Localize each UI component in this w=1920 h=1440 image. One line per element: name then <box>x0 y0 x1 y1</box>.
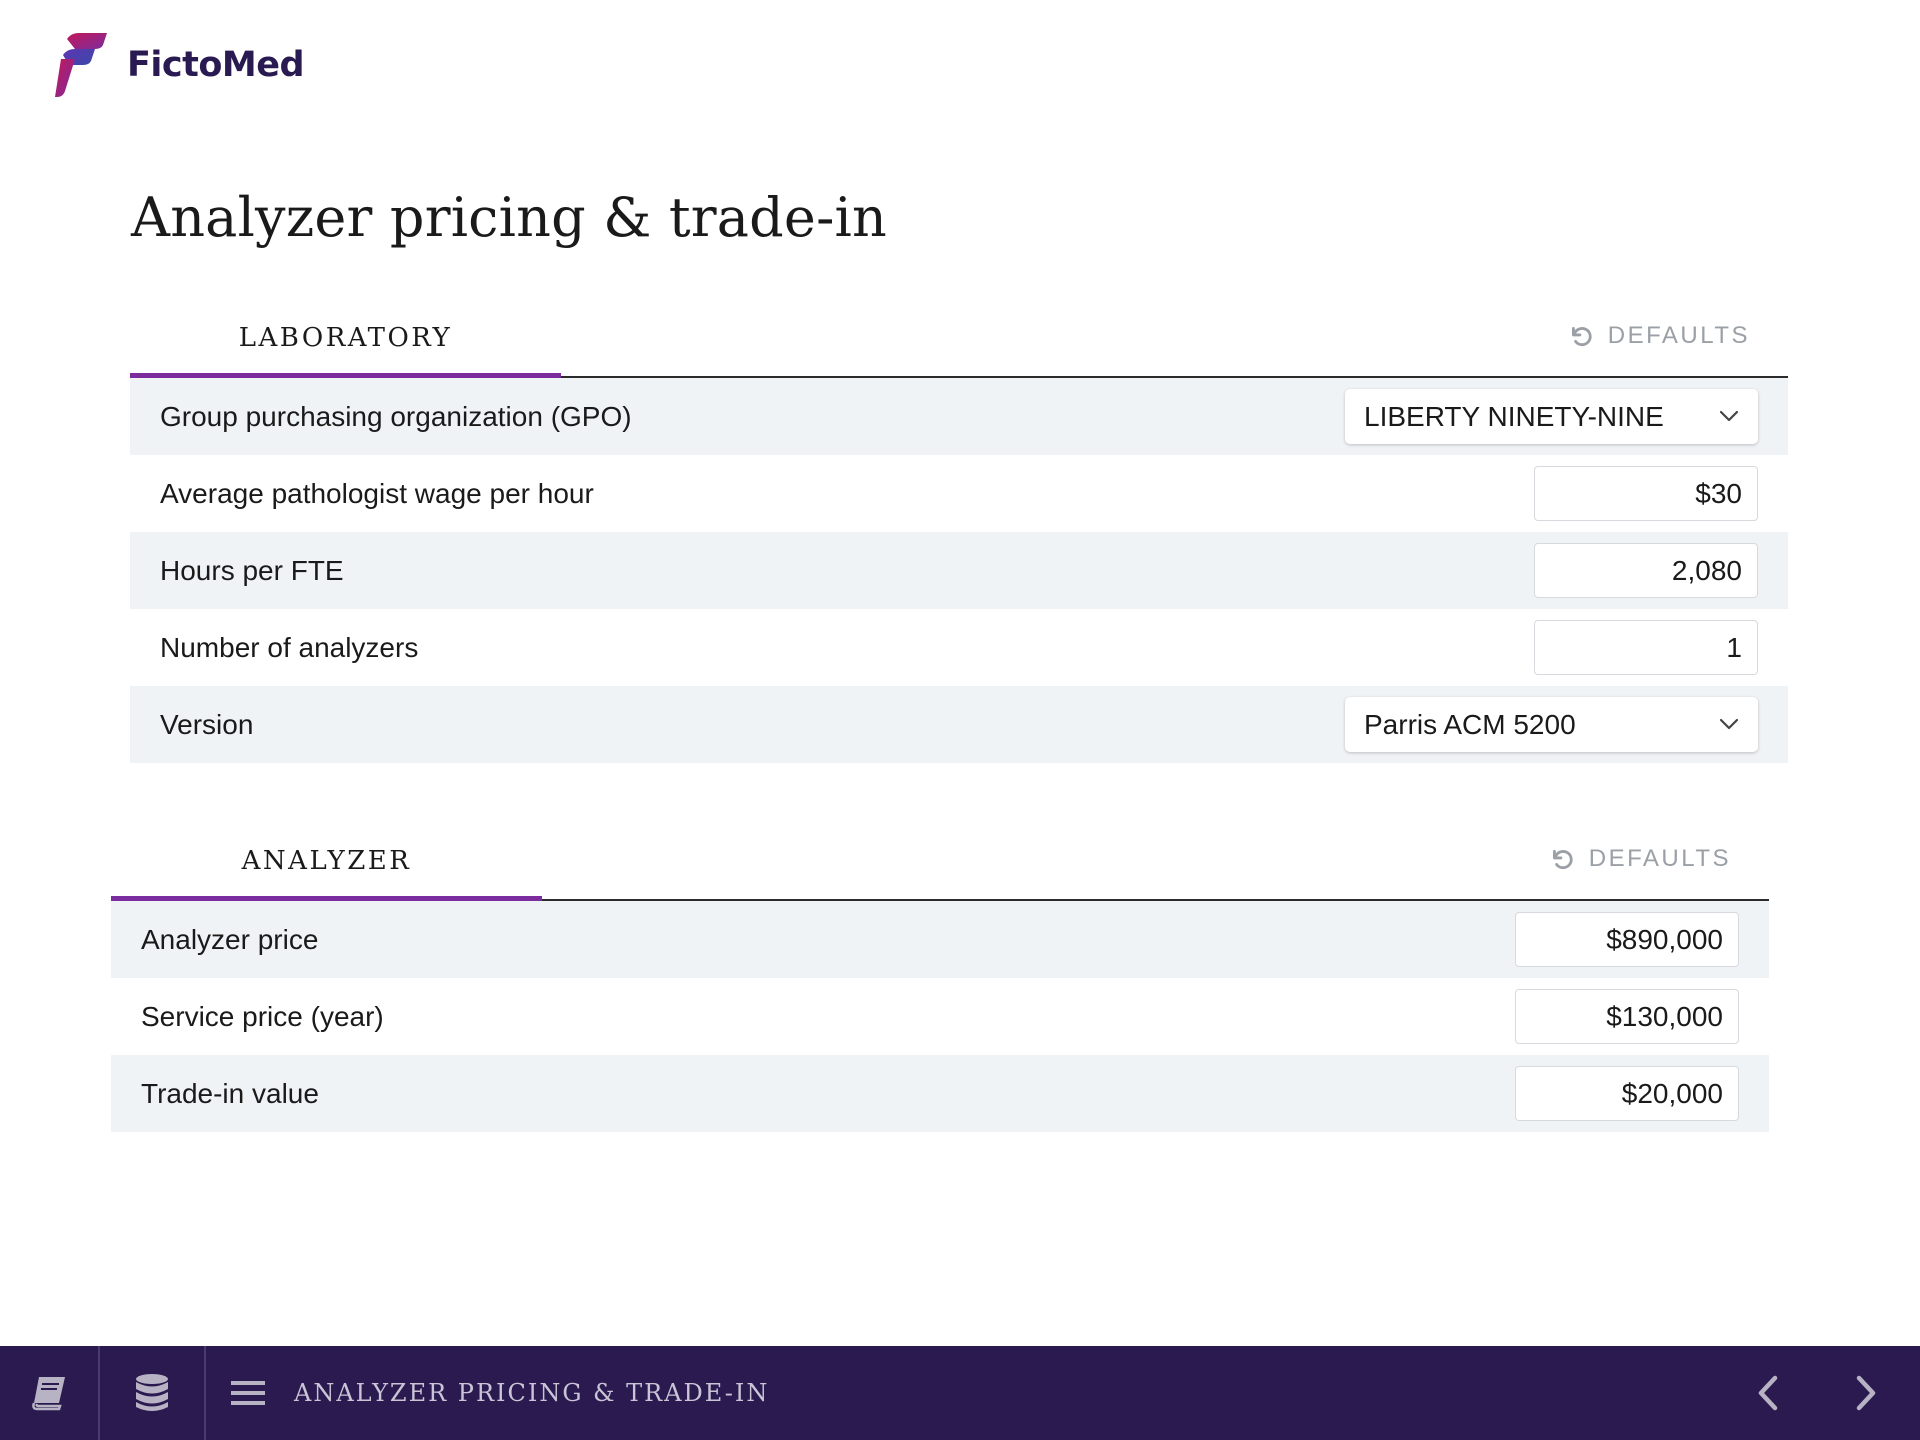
laboratory-defaults-button[interactable]: DEFAULTS <box>1568 322 1750 350</box>
version-select[interactable]: Parris ACM 5200 <box>1345 697 1758 752</box>
tab-active-underline <box>111 896 542 903</box>
analyzers-input[interactable] <box>1534 620 1758 675</box>
database-icon <box>136 1374 168 1411</box>
tab-laboratory[interactable]: LABORATORY <box>130 310 561 380</box>
row-analyzer-price: Analyzer price <box>111 901 1769 978</box>
version-select-value: Parris ACM 5200 <box>1364 708 1576 740</box>
service-price-input[interactable] <box>1515 989 1739 1044</box>
analyzer-price-label: Analyzer price <box>141 923 319 955</box>
brand-name: FictoMed <box>127 45 305 85</box>
gpo-select[interactable]: LIBERTY NINETY-NINE <box>1345 389 1758 444</box>
chevron-right-icon <box>1856 1375 1876 1411</box>
wage-input[interactable] <box>1534 466 1758 521</box>
version-label: Version <box>160 708 254 740</box>
next-page-button[interactable] <box>1836 1346 1896 1440</box>
trade-in-label: Trade-in value <box>141 1077 319 1109</box>
analyzer-price-input[interactable] <box>1515 912 1739 967</box>
menu-icon <box>231 1381 265 1405</box>
book-icon <box>32 1377 65 1411</box>
tab-active-underline <box>130 373 561 380</box>
defaults-label: DEFAULTS <box>1607 322 1750 349</box>
row-wage: Average pathologist wage per hour <box>130 455 1788 532</box>
database-button[interactable] <box>100 1346 206 1440</box>
analyzer-defaults-button[interactable]: DEFAULTS <box>1549 845 1731 873</box>
bottom-bar: ANALYZER PRICING & TRADE-IN <box>0 1346 1920 1440</box>
chevron-left-icon <box>1758 1375 1778 1411</box>
row-service-price: Service price (year) <box>111 978 1769 1055</box>
tab-analyzer[interactable]: ANALYZER <box>111 833 542 903</box>
analyzers-label: Number of analyzers <box>160 631 419 663</box>
trade-in-input[interactable] <box>1515 1066 1739 1121</box>
tab-laboratory-label: LABORATORY <box>238 323 453 353</box>
hours-input[interactable] <box>1534 543 1758 598</box>
reset-icon <box>1552 850 1573 870</box>
row-gpo: Group purchasing organization (GPO) LIBE… <box>130 378 1788 455</box>
reset-icon <box>1571 327 1592 347</box>
wage-label: Average pathologist wage per hour <box>160 477 594 509</box>
analyzer-section: ANALYZER DEFAULTS Analyzer price Service… <box>111 833 1769 1132</box>
analyzer-section-header: ANALYZER DEFAULTS <box>111 833 1769 903</box>
fictomed-logo-mark <box>55 33 107 97</box>
chevron-down-icon <box>1719 410 1739 422</box>
row-analyzers: Number of analyzers <box>130 609 1788 686</box>
defaults-label: DEFAULTS <box>1588 845 1731 872</box>
gpo-label: Group purchasing organization (GPO) <box>160 400 632 432</box>
page-title: Analyzer pricing & trade-in <box>131 186 887 249</box>
menu-button[interactable] <box>216 1346 280 1440</box>
bottom-bar-title: ANALYZER PRICING & TRADE-IN <box>294 1379 770 1407</box>
previous-page-button[interactable] <box>1738 1346 1798 1440</box>
service-price-label: Service price (year) <box>141 1000 384 1032</box>
row-version: Version Parris ACM 5200 <box>130 686 1788 763</box>
laboratory-section: LABORATORY DEFAULTS Group purchasing org… <box>130 310 1788 763</box>
tab-analyzer-label: ANALYZER <box>241 846 412 876</box>
hours-label: Hours per FTE <box>160 554 344 586</box>
gpo-select-value: LIBERTY NINETY-NINE <box>1364 400 1664 432</box>
laboratory-section-header: LABORATORY DEFAULTS <box>130 310 1788 380</box>
row-hours: Hours per FTE <box>130 532 1788 609</box>
brand-logo: FictoMed <box>55 33 305 97</box>
row-trade-in: Trade-in value <box>111 1055 1769 1132</box>
book-button[interactable] <box>0 1346 100 1440</box>
chevron-down-icon <box>1719 718 1739 730</box>
